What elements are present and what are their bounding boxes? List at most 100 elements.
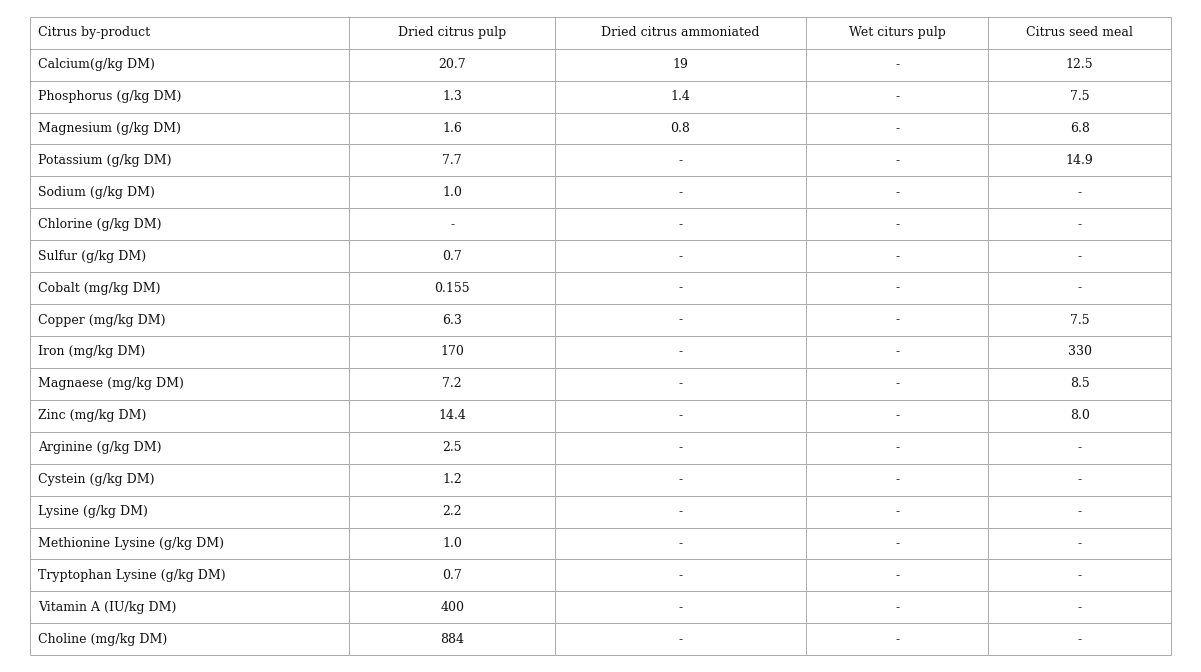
Text: -: - — [895, 505, 900, 518]
Text: Phosphorus (g/kg DM): Phosphorus (g/kg DM) — [38, 90, 181, 103]
Text: -: - — [1077, 505, 1082, 518]
Text: -: - — [679, 601, 682, 614]
Text: -: - — [895, 601, 900, 614]
Text: -: - — [895, 442, 900, 454]
Text: -: - — [1077, 537, 1082, 550]
Text: -: - — [1077, 601, 1082, 614]
Text: -: - — [895, 250, 900, 263]
Text: -: - — [1077, 473, 1082, 486]
Text: 7.2: 7.2 — [442, 378, 462, 390]
Text: -: - — [895, 90, 900, 103]
Text: -: - — [1077, 218, 1082, 230]
Text: Magnesium (g/kg DM): Magnesium (g/kg DM) — [38, 122, 181, 135]
Text: 0.8: 0.8 — [670, 122, 691, 135]
Text: 7.5: 7.5 — [1070, 314, 1089, 327]
Text: 6.8: 6.8 — [1070, 122, 1089, 135]
Text: 884: 884 — [441, 633, 464, 646]
Text: 14.4: 14.4 — [438, 409, 466, 422]
Text: -: - — [1077, 250, 1082, 263]
Text: -: - — [679, 378, 682, 390]
Text: 7.7: 7.7 — [442, 154, 462, 167]
Text: Dried citrus ammoniated: Dried citrus ammoniated — [602, 26, 759, 39]
Text: 2.5: 2.5 — [442, 442, 462, 454]
Text: 400: 400 — [441, 601, 464, 614]
Text: -: - — [895, 218, 900, 230]
Text: 0.7: 0.7 — [442, 569, 462, 582]
Text: Sodium (g/kg DM): Sodium (g/kg DM) — [38, 186, 155, 199]
Text: -: - — [679, 473, 682, 486]
Text: 0.155: 0.155 — [435, 282, 470, 294]
Text: Dried citrus pulp: Dried citrus pulp — [398, 26, 507, 39]
Text: -: - — [895, 282, 900, 294]
Text: -: - — [1077, 442, 1082, 454]
Text: Arginine (g/kg DM): Arginine (g/kg DM) — [38, 442, 162, 454]
Text: -: - — [450, 218, 454, 230]
Text: Chlorine (g/kg DM): Chlorine (g/kg DM) — [38, 218, 162, 230]
Text: 8.0: 8.0 — [1070, 409, 1089, 422]
Text: Iron (mg/kg DM): Iron (mg/kg DM) — [38, 345, 145, 358]
Text: -: - — [895, 409, 900, 422]
Text: -: - — [895, 186, 900, 199]
Text: -: - — [679, 218, 682, 230]
Text: -: - — [679, 505, 682, 518]
Text: 14.9: 14.9 — [1065, 154, 1094, 167]
Text: -: - — [895, 314, 900, 327]
Text: 8.5: 8.5 — [1070, 378, 1089, 390]
Text: 1.0: 1.0 — [442, 186, 462, 199]
Text: -: - — [679, 154, 682, 167]
Text: Copper (mg/kg DM): Copper (mg/kg DM) — [38, 314, 166, 327]
Text: Choline (mg/kg DM): Choline (mg/kg DM) — [38, 633, 168, 646]
Text: Wet citurs pulp: Wet citurs pulp — [849, 26, 945, 39]
Text: Magnaese (mg/kg DM): Magnaese (mg/kg DM) — [38, 378, 184, 390]
Text: -: - — [895, 537, 900, 550]
Text: -: - — [895, 378, 900, 390]
Text: 7.5: 7.5 — [1070, 90, 1089, 103]
Text: Cystein (g/kg DM): Cystein (g/kg DM) — [38, 473, 155, 486]
Text: 1.6: 1.6 — [442, 122, 462, 135]
Text: -: - — [895, 633, 900, 646]
Text: Potassium (g/kg DM): Potassium (g/kg DM) — [38, 154, 172, 167]
Text: 1.3: 1.3 — [442, 90, 462, 103]
Text: -: - — [895, 122, 900, 135]
Text: -: - — [1077, 186, 1082, 199]
Text: -: - — [895, 154, 900, 167]
Text: 0.7: 0.7 — [442, 250, 462, 263]
Text: 19: 19 — [673, 58, 688, 71]
Text: -: - — [895, 473, 900, 486]
Text: -: - — [679, 569, 682, 582]
Text: 170: 170 — [441, 345, 464, 358]
Text: -: - — [679, 186, 682, 199]
Text: -: - — [1077, 633, 1082, 646]
Text: 2.2: 2.2 — [442, 505, 462, 518]
Text: -: - — [679, 314, 682, 327]
Text: Zinc (mg/kg DM): Zinc (mg/kg DM) — [38, 409, 147, 422]
Text: Citrus by-product: Citrus by-product — [38, 26, 150, 39]
Text: -: - — [679, 537, 682, 550]
Text: Methionine Lysine (g/kg DM): Methionine Lysine (g/kg DM) — [38, 537, 225, 550]
Text: 1.0: 1.0 — [442, 537, 462, 550]
Text: Lysine (g/kg DM): Lysine (g/kg DM) — [38, 505, 148, 518]
Text: -: - — [679, 409, 682, 422]
Text: 1.4: 1.4 — [670, 90, 691, 103]
Text: -: - — [895, 345, 900, 358]
Text: -: - — [679, 250, 682, 263]
Text: -: - — [679, 442, 682, 454]
Text: -: - — [679, 633, 682, 646]
Text: Sulfur (g/kg DM): Sulfur (g/kg DM) — [38, 250, 147, 263]
Text: Tryptophan Lysine (g/kg DM): Tryptophan Lysine (g/kg DM) — [38, 569, 226, 582]
Text: -: - — [679, 282, 682, 294]
Text: Vitamin A (IU/kg DM): Vitamin A (IU/kg DM) — [38, 601, 177, 614]
Text: Calcium(g/kg DM): Calcium(g/kg DM) — [38, 58, 155, 71]
Text: 20.7: 20.7 — [438, 58, 466, 71]
Text: Citrus seed meal: Citrus seed meal — [1027, 26, 1133, 39]
Text: Cobalt (mg/kg DM): Cobalt (mg/kg DM) — [38, 282, 161, 294]
Text: -: - — [895, 58, 900, 71]
Text: 6.3: 6.3 — [442, 314, 462, 327]
Text: -: - — [895, 569, 900, 582]
Text: -: - — [1077, 282, 1082, 294]
Text: 12.5: 12.5 — [1065, 58, 1094, 71]
Text: -: - — [1077, 569, 1082, 582]
Text: 330: 330 — [1068, 345, 1092, 358]
Text: 1.2: 1.2 — [442, 473, 462, 486]
Text: -: - — [679, 345, 682, 358]
